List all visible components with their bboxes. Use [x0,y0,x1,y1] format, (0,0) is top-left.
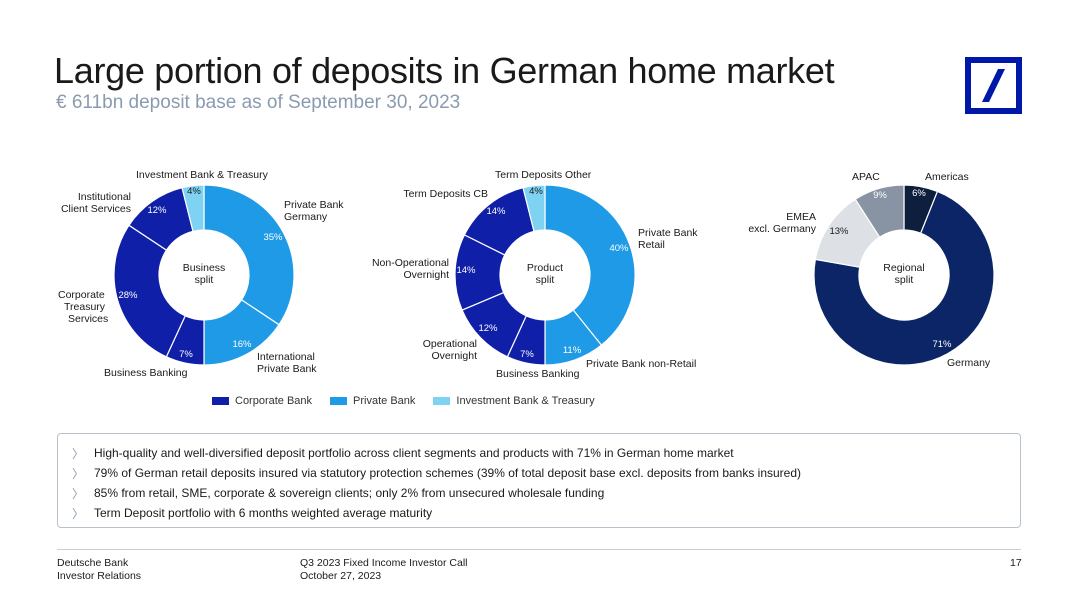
chevron-right-icon: 〉 [72,486,85,501]
category-label-institutional-client-services: Client Services [61,203,131,215]
value-label-non-operational-overnight: 14% [456,265,476,276]
chevron-right-icon: 〉 [72,466,85,481]
value-label-americas: 6% [912,188,926,199]
donut-center-label: Product [527,262,563,274]
category-label-institutional-client-services: Institutional [78,191,131,203]
value-label-operational-overnight: 12% [478,323,498,334]
legend-item-corporate-bank: Corporate Bank [212,395,312,407]
page-title: Large portion of deposits in German home… [54,50,835,91]
page-number: 17 [1010,557,1022,569]
bullet-text: 85% from retail, SME, corporate & sovere… [94,486,605,500]
footer-event-name: Q3 2023 Fixed Income Investor Call [300,557,468,569]
category-label-term-deposits-cb: Term Deposits CB [403,188,488,200]
category-label-non-operational-overnight: Overnight [403,269,449,281]
category-label-operational-overnight: Operational [423,338,477,350]
donut-center-label: split [895,274,914,286]
donut-center-label: Business [183,262,226,274]
category-label-business-banking: Business Banking [104,367,188,379]
slice-investment-bank-treasury [181,184,205,233]
logo-slash-icon [982,69,1005,102]
category-label-private-bank-retail: Retail [638,239,665,251]
slice-corporate-treasury-services [113,224,186,358]
legend-swatch [330,397,348,405]
key-points-box: 〉 High-quality and well-diversified depos… [57,433,1021,528]
category-label-emea-excl-germany: EMEA [786,211,816,223]
slice-germany [813,190,995,366]
legend-label: Investment Bank & Treasury [456,395,595,407]
value-label-germany: 71% [932,339,952,350]
bullet-item: 〉 79% of German retail deposits insured v… [72,463,1020,483]
chevron-right-icon: 〉 [72,506,85,521]
footer-event: Q3 2023 Fixed Income Investor Call Octob… [300,557,468,583]
category-label-corporate-treasury-services: Services [68,313,108,325]
value-label-private-bank-non-retail: 11% [563,345,582,356]
chart-legend: Corporate Bank Private Bank Investment B… [212,395,595,407]
value-label-institutional-client-services: 12% [147,205,167,216]
donut-center-label: split [536,274,555,286]
donut-center-label: split [195,274,214,286]
category-label-private-bank-germany: Private Bank [284,199,344,211]
footer-divider [57,549,1021,550]
footer-department: Investor Relations [57,570,142,582]
value-label-business-banking: 7% [520,349,534,360]
value-label-term-deposits-cb: 14% [486,206,506,217]
category-label-investment-bank-treasury: Investment Bank & Treasury [136,169,269,181]
legend-swatch [433,397,451,405]
value-label-private-bank-retail: 40% [609,243,629,254]
bullet-text: High-quality and well-diversified deposi… [94,446,734,460]
category-label-private-bank-non-retail: Private Bank non-Retail [586,358,696,370]
category-label-business-banking: Business Banking [496,368,580,380]
deutsche-bank-logo-icon [965,57,1022,114]
legend-label: Private Bank [353,395,416,407]
legend-swatch [212,397,229,405]
category-label-operational-overnight: Overnight [431,350,477,362]
footer-company: Deutsche Bank Investor Relations [57,557,141,583]
category-label-apac: APAC [852,171,880,183]
value-label-private-bank-germany: 35% [263,232,283,243]
chevron-right-icon: 〉 [72,446,85,461]
category-label-emea-excl-germany: excl. Germany [748,223,816,235]
value-label-term-deposits-other: 4% [529,186,543,197]
category-label-corporate-treasury-services: Treasury [64,301,106,313]
category-label-private-bank-retail: Private Bank [638,227,698,239]
value-label-investment-bank-treasury: 4% [187,186,201,197]
slice-private-bank-germany [203,184,295,326]
category-label-corporate-treasury-services: Corporate [58,289,105,301]
category-label-americas: Americas [925,171,969,183]
business-split-donut: 35%16%7%28%12%4%Private BankGermanyInter… [58,169,344,379]
legend-label: Corporate Bank [235,395,313,407]
legend-item-investment-bank: Investment Bank & Treasury [433,395,595,407]
page-subtitle: € 611bn deposit base as of September 30,… [56,92,461,113]
category-label-non-operational-overnight: Non-Operational [372,257,449,269]
value-label-international-private-bank: 16% [232,339,252,350]
bullet-text: Term Deposit portfolio with 6 months wei… [94,506,433,520]
footer-date: October 27, 2023 [300,570,382,582]
donut-center-label: Regional [883,262,924,274]
value-label-emea-excl-germany: 13% [829,226,849,237]
value-label-apac: 9% [873,190,887,201]
value-label-corporate-treasury-services: 28% [118,290,138,301]
bullet-item: 〉 85% from retail, SME, corporate & sover… [72,483,1020,503]
bullet-text: 79% of German retail deposits insured vi… [94,466,802,480]
category-label-private-bank-germany: Germany [284,211,328,223]
category-label-term-deposits-other: Term Deposits Other [495,169,592,181]
slice-apac [854,184,905,238]
bullet-item: 〉 High-quality and well-diversified depos… [72,443,1020,463]
category-label-international-private-bank: International [257,351,315,363]
slice-private-bank-retail [544,184,636,346]
category-label-international-private-bank: Private Bank [257,363,317,375]
footer-company-name: Deutsche Bank [57,557,129,569]
legend-item-private-bank: Private Bank [330,395,415,407]
value-label-business-banking: 7% [179,349,193,360]
bullet-item: 〉 Term Deposit portfolio with 6 months we… [72,503,1020,523]
slice-term-deposits-other [522,184,546,233]
category-label-germany: Germany [947,357,991,369]
